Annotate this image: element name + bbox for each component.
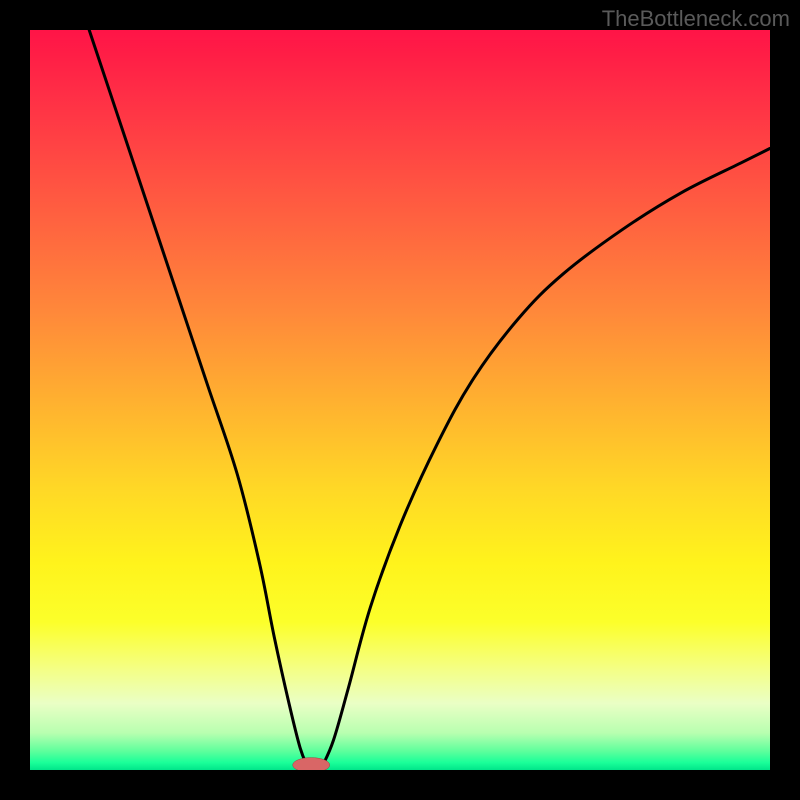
curve-left-branch (89, 30, 307, 766)
curve-right-branch (322, 148, 770, 766)
plot-area (30, 30, 770, 770)
watermark-text: TheBottleneck.com (602, 6, 790, 32)
minimum-marker (293, 758, 330, 770)
curve-layer (30, 30, 770, 770)
